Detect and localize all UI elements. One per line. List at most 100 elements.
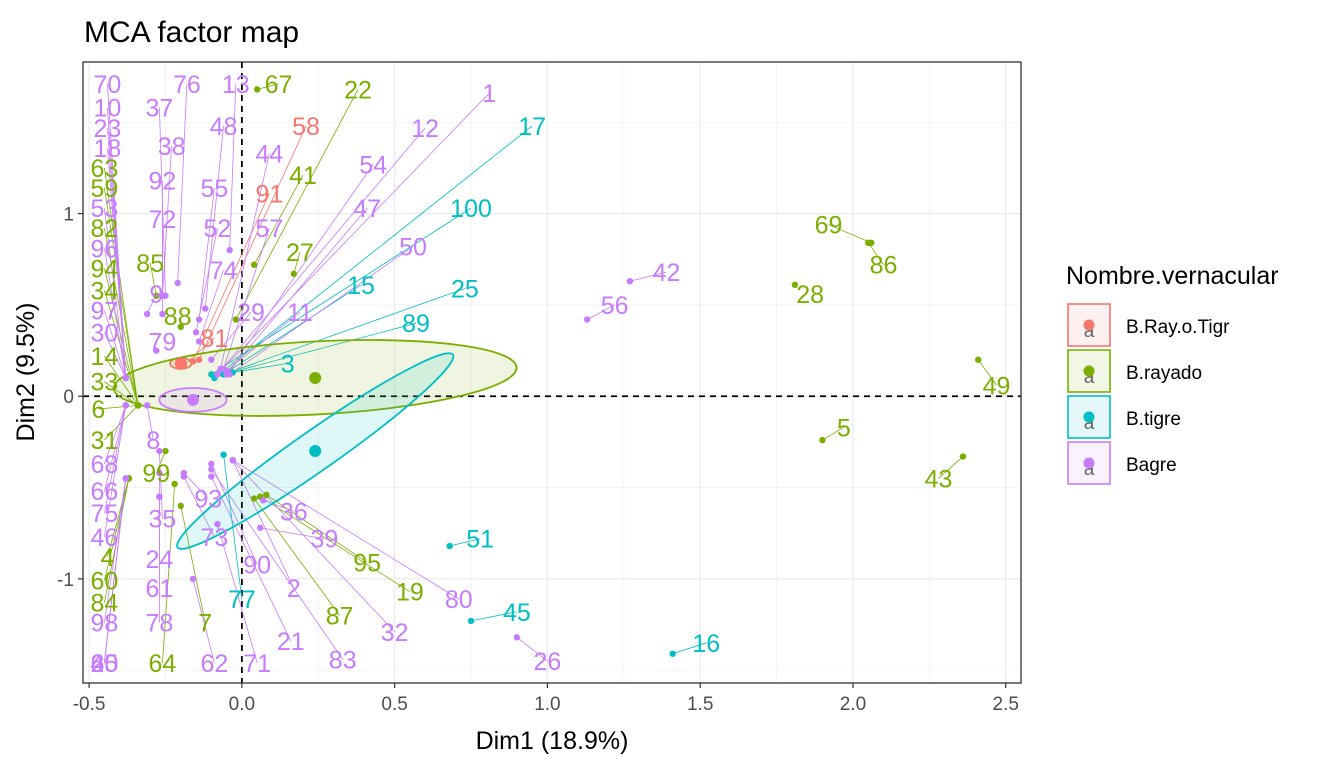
leader-line-bagre: [103, 405, 127, 492]
point-b-rayado: [177, 323, 184, 331]
point-label-b-tigre: 3: [281, 350, 295, 378]
leader-line-bagre: [232, 459, 295, 589]
point-label-b-tigre: 77: [228, 586, 256, 614]
leader-line-b-rayado: [155, 450, 166, 474]
leader-line-bagre: [229, 83, 237, 251]
leader-line-bagre: [103, 248, 127, 379]
point-bagre: [156, 447, 163, 455]
legend-key-glyph-bagre: a: [1084, 459, 1095, 480]
point-label-bagre: 54: [359, 151, 387, 179]
x-tick-label: -0.5: [73, 694, 106, 715]
leader-line-bagre: [629, 271, 667, 282]
point-label-b-rayado: 4: [100, 544, 114, 572]
point-label-bagre: 50: [399, 233, 427, 261]
point-label-bagre: 92: [149, 168, 177, 196]
point-label-bagre: 42: [653, 259, 681, 287]
point-label-bagre: 93: [194, 486, 222, 514]
point-label-b-tigre: 25: [451, 275, 479, 303]
point-bagre: [226, 246, 233, 254]
point-b-rayado: [865, 239, 872, 247]
leader-line-bagre: [260, 527, 325, 540]
leader-line-bagre: [177, 83, 188, 284]
leader-line-b-rayado: [259, 496, 411, 593]
point-label-b-rayado: 64: [149, 650, 177, 678]
legend-key-glyph-b-ray-o-tigr: a: [1084, 321, 1095, 342]
point-bagre: [159, 292, 166, 299]
leader-line-bagre: [263, 499, 294, 512]
point-bagre: [143, 310, 151, 318]
point-label-bagre: 32: [381, 619, 409, 647]
plot-border: [82, 61, 1022, 684]
legend-key-glyph-b-tigre: a: [1084, 413, 1095, 434]
centroid-b-ray-o-tigr: [174, 357, 187, 370]
leader-line-b-rayado: [104, 355, 139, 406]
point-b-rayado: [153, 292, 160, 299]
point-label-bagre: 46: [90, 524, 118, 552]
leader-line-bagre: [158, 451, 163, 519]
point-label-bagre: 53: [90, 195, 118, 223]
point-b-rayado: [232, 316, 239, 323]
legend-label-b-tigre: B.tigre: [1126, 409, 1181, 430]
point-label-b-rayado: 59: [90, 175, 118, 203]
point-label-b-rayado: 60: [90, 568, 118, 596]
label-leader-lines: [98, 83, 997, 664]
leader-line-b-tigre: [214, 125, 533, 379]
point-bagre: [195, 316, 203, 323]
leader-line-b-rayado: [98, 404, 139, 410]
leader-line-bagre: [226, 164, 374, 375]
leader-line-bagre: [223, 228, 270, 369]
point-label-bagre: 26: [534, 648, 562, 676]
point-label-b-rayado: 63: [90, 155, 118, 183]
point-b-tigre: [446, 542, 453, 550]
centroid-bagre: [186, 393, 199, 406]
legend: Nombre.vernacular a B.Ray.o.Tigr a B.rayado…: [1066, 262, 1279, 485]
x-tick-label: 2.0: [840, 694, 866, 715]
leader-line-b-rayado: [162, 483, 176, 663]
point-b-rayado: [162, 447, 169, 455]
legend-title: Nombre.vernacular: [1066, 262, 1279, 290]
point-bagre: [208, 460, 215, 468]
legend-label-b-rayado: B.rayado: [1126, 363, 1202, 384]
leader-line-b-tigre: [449, 538, 481, 547]
x-tick-label: 1.0: [534, 694, 560, 715]
legend-key-dot-b-ray-o-tigr: [1083, 319, 1095, 331]
point-label-b-rayado: 5: [837, 414, 851, 442]
point-b-rayado: [250, 495, 258, 502]
y-tick-label: 0: [63, 387, 74, 408]
point-b-ray-o-tigr: [195, 356, 203, 363]
point-label-bagre: 76: [173, 71, 201, 99]
point-b-rayado: [290, 270, 298, 278]
point-label-b-rayado: 41: [289, 162, 317, 190]
point-label-bagre: 48: [210, 113, 238, 141]
y-tick-label: 1: [63, 205, 74, 226]
leader-line-bagre: [586, 304, 615, 320]
point-bagre: [189, 575, 197, 583]
leader-line-b-rayado: [103, 268, 139, 406]
leader-line-bagre: [198, 187, 215, 320]
point-b-rayado: [959, 453, 967, 460]
point-bagre: [223, 367, 230, 374]
leader-line-bagre: [104, 405, 127, 464]
point-label-bagre: 23: [94, 115, 122, 143]
leader-line-bagre: [103, 405, 127, 537]
y-axis-label: Dim2 (9.5%): [12, 303, 40, 442]
origin-lines: [83, 62, 1021, 683]
point-label-b-tigre: 15: [347, 272, 375, 300]
leader-line-bagre: [211, 311, 252, 360]
point-bagre: [143, 402, 151, 409]
x-axis-ticks: -0.5 0.0 0.5 1.0 1.5 2.0 2.5: [73, 683, 1019, 715]
point-label-b-rayado: 34: [90, 277, 118, 305]
point-label-b-rayado: 19: [396, 579, 424, 607]
leader-line-b-rayado: [266, 494, 368, 563]
point-label-b-rayado: 94: [90, 255, 118, 283]
centroid-b-tigre: [309, 445, 322, 458]
point-label-b-tigre: 100: [450, 195, 492, 223]
point-label-bagre: 20: [90, 650, 118, 678]
leader-line-bagre: [104, 310, 127, 379]
point-bagre: [208, 356, 215, 363]
point-bagre: [208, 466, 215, 473]
point-label-b-rayado: 82: [90, 215, 118, 243]
point-label-b-rayado: 88: [164, 303, 192, 331]
